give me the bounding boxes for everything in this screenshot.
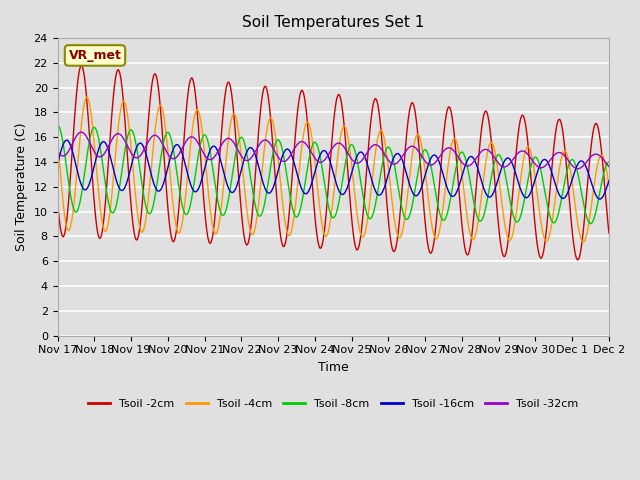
Line: Tsoil -8cm: Tsoil -8cm <box>58 125 609 224</box>
Tsoil -16cm <box>545 160 552 166</box>
Tsoil -4cm <box>463 216 471 222</box>
Title: Soil Temperatures Set 1: Soil Temperatures Set 1 <box>242 15 424 30</box>
Line: Tsoil -4cm: Tsoil -4cm <box>58 97 609 242</box>
Tsoil -16cm <box>596 196 604 202</box>
Line: Tsoil -16cm: Tsoil -16cm <box>58 140 609 199</box>
Tsoil -16cm <box>319 148 327 154</box>
Tsoil -16cm <box>605 178 612 183</box>
Tsoil -4cm <box>140 226 148 231</box>
Tsoil -8cm <box>308 143 316 149</box>
Tsoil -8cm <box>544 204 552 210</box>
Tsoil -32cm <box>545 160 552 166</box>
Y-axis label: Soil Temperature (C): Soil Temperature (C) <box>15 122 28 251</box>
Tsoil -2cm <box>545 208 552 214</box>
Tsoil -32cm <box>140 147 148 153</box>
Tsoil -4cm <box>54 138 61 144</box>
Tsoil -32cm <box>463 163 471 169</box>
Line: Tsoil -32cm: Tsoil -32cm <box>58 132 609 169</box>
Tsoil -32cm <box>598 156 606 161</box>
Tsoil -16cm <box>63 137 70 143</box>
Tsoil -32cm <box>77 129 85 135</box>
Tsoil -16cm <box>140 145 148 151</box>
Tsoil -32cm <box>574 166 582 172</box>
Tsoil -8cm <box>605 159 612 165</box>
Tsoil -2cm <box>54 198 61 204</box>
Tsoil -4cm <box>579 239 587 245</box>
Tsoil -2cm <box>574 257 582 263</box>
Text: VR_met: VR_met <box>68 49 122 62</box>
Line: Tsoil -2cm: Tsoil -2cm <box>58 66 609 260</box>
Tsoil -8cm <box>319 168 326 174</box>
Tsoil -4cm <box>308 140 316 145</box>
Tsoil -4cm <box>598 153 606 158</box>
Tsoil -2cm <box>463 252 471 258</box>
Tsoil -2cm <box>605 230 612 236</box>
Tsoil -16cm <box>463 157 471 163</box>
Tsoil -32cm <box>605 164 612 169</box>
Tsoil -16cm <box>598 194 606 200</box>
Tsoil -4cm <box>545 236 552 242</box>
Tsoil -4cm <box>605 183 612 189</box>
Tsoil -16cm <box>54 162 61 168</box>
Tsoil -16cm <box>308 178 316 183</box>
Tsoil -8cm <box>140 192 148 198</box>
Tsoil -8cm <box>587 221 595 227</box>
X-axis label: Time: Time <box>318 361 349 374</box>
Tsoil -32cm <box>308 152 316 157</box>
Tsoil -8cm <box>463 162 471 168</box>
Legend: Tsoil -2cm, Tsoil -4cm, Tsoil -8cm, Tsoil -16cm, Tsoil -32cm: Tsoil -2cm, Tsoil -4cm, Tsoil -8cm, Tsoi… <box>84 395 583 414</box>
Tsoil -2cm <box>308 185 316 191</box>
Tsoil -4cm <box>319 227 327 232</box>
Tsoil -8cm <box>598 178 606 183</box>
Tsoil -32cm <box>319 158 327 164</box>
Tsoil -2cm <box>77 63 85 69</box>
Tsoil -8cm <box>54 122 61 128</box>
Tsoil -32cm <box>54 148 61 154</box>
Tsoil -4cm <box>83 95 91 100</box>
Tsoil -2cm <box>319 238 327 243</box>
Tsoil -2cm <box>140 177 148 183</box>
Tsoil -2cm <box>598 158 606 164</box>
